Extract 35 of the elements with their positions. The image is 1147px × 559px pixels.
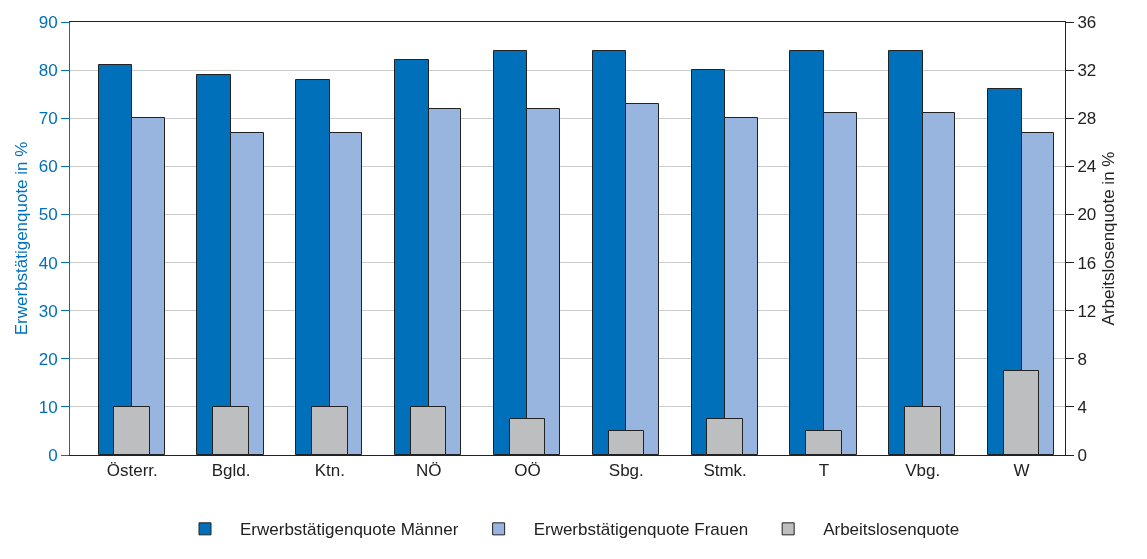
y2-tick-label: 16: [1077, 253, 1097, 273]
y2-tick-label: 32: [1077, 61, 1097, 81]
x-tick-label: Ktn.: [314, 461, 345, 481]
legend-label: Arbeitslosenquote: [823, 520, 960, 540]
y-tick-label: 20: [38, 349, 58, 369]
y-tick-label: 0: [48, 445, 58, 465]
y-tick-label: 50: [38, 205, 58, 225]
y-tick-label: 80: [38, 61, 58, 81]
y-tick-label: 30: [38, 301, 58, 321]
y2-tick-label: 28: [1077, 109, 1097, 129]
y-tick-label: 90: [38, 12, 58, 32]
x-tick-label: Österr.: [106, 461, 158, 481]
legend-label: Erwerbstätigenquote Frauen: [533, 520, 749, 540]
y2-axis-title: Arbeitslosenquote in %: [1098, 151, 1118, 326]
y2-tick-label: 36: [1077, 12, 1097, 32]
y-tick-label: 10: [38, 397, 58, 417]
x-tick-label: OÖ: [514, 461, 541, 481]
y-tick-label: 60: [38, 157, 58, 177]
y2-tick-label: 12: [1077, 301, 1097, 321]
y2-tick-label: 8: [1077, 349, 1087, 369]
legend-label: Erwerbstätigenquote Männer: [240, 520, 459, 540]
x-tick-label: Bgld.: [211, 461, 251, 481]
x-tick-label: T: [818, 461, 830, 481]
y-tick-label: 40: [38, 253, 58, 273]
y2-tick-label: 0: [1077, 445, 1087, 465]
y2-tick-label: 4: [1077, 397, 1087, 417]
y-axis-title: Erwerbstätigenquote in %: [12, 141, 32, 336]
y2-tick-label: 20: [1077, 205, 1097, 225]
y2-tick-label: 24: [1077, 157, 1097, 177]
x-tick-label: NÖ: [415, 461, 442, 481]
y-tick-label: 70: [38, 109, 58, 129]
x-tick-label: Vbg.: [905, 461, 941, 481]
x-tick-label: Sbg.: [608, 461, 644, 481]
x-tick-label: Stmk.: [703, 461, 747, 481]
x-tick-label: W: [1013, 461, 1030, 481]
